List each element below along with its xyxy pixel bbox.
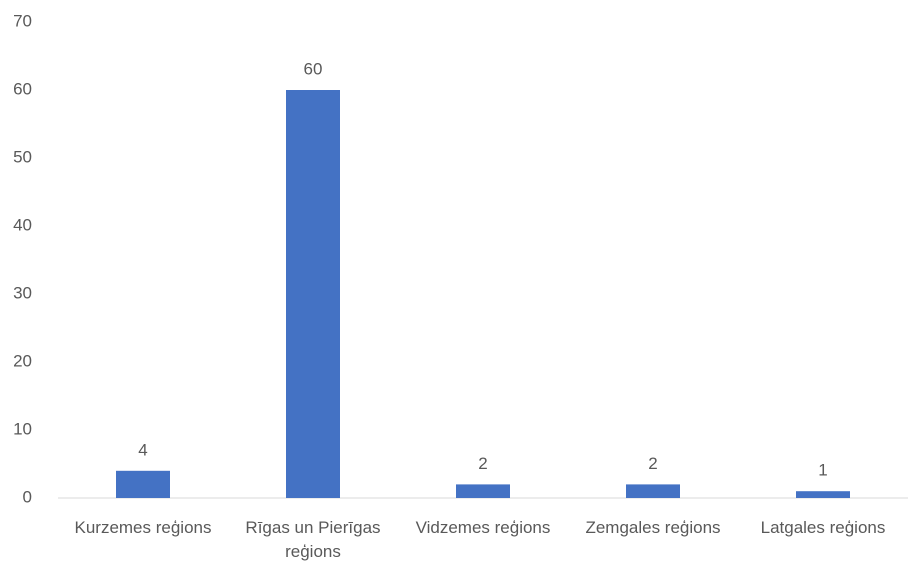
y-tick-label: 60 (13, 79, 32, 98)
x-tick-label: Vidzemes reģions (415, 518, 551, 537)
y-tick-label: 0 (23, 487, 32, 506)
bar (626, 484, 680, 498)
data-label: 4 (138, 440, 147, 459)
x-tick-label: Kurzemes reģions (74, 518, 212, 537)
y-tick-label: 50 (13, 147, 32, 166)
x-tick-label: Rīgas un Pierīgas reģions (245, 518, 381, 561)
y-tick-label: 30 (13, 283, 32, 302)
bar (116, 470, 170, 498)
data-label: 2 (478, 454, 487, 473)
bar (286, 90, 340, 498)
y-tick-label: 40 (13, 215, 32, 234)
bar (796, 491, 850, 498)
data-label: 2 (648, 454, 657, 473)
y-tick-label: 10 (13, 419, 32, 438)
x-tick-label: Zemgales reģions (585, 518, 721, 537)
y-tick-label: 20 (13, 351, 32, 370)
data-label: 1 (818, 461, 827, 480)
bar (456, 484, 510, 498)
data-label: 60 (304, 59, 323, 78)
y-tick-label: 70 (13, 11, 32, 30)
x-tick-label: Latgales reģions (760, 518, 886, 537)
